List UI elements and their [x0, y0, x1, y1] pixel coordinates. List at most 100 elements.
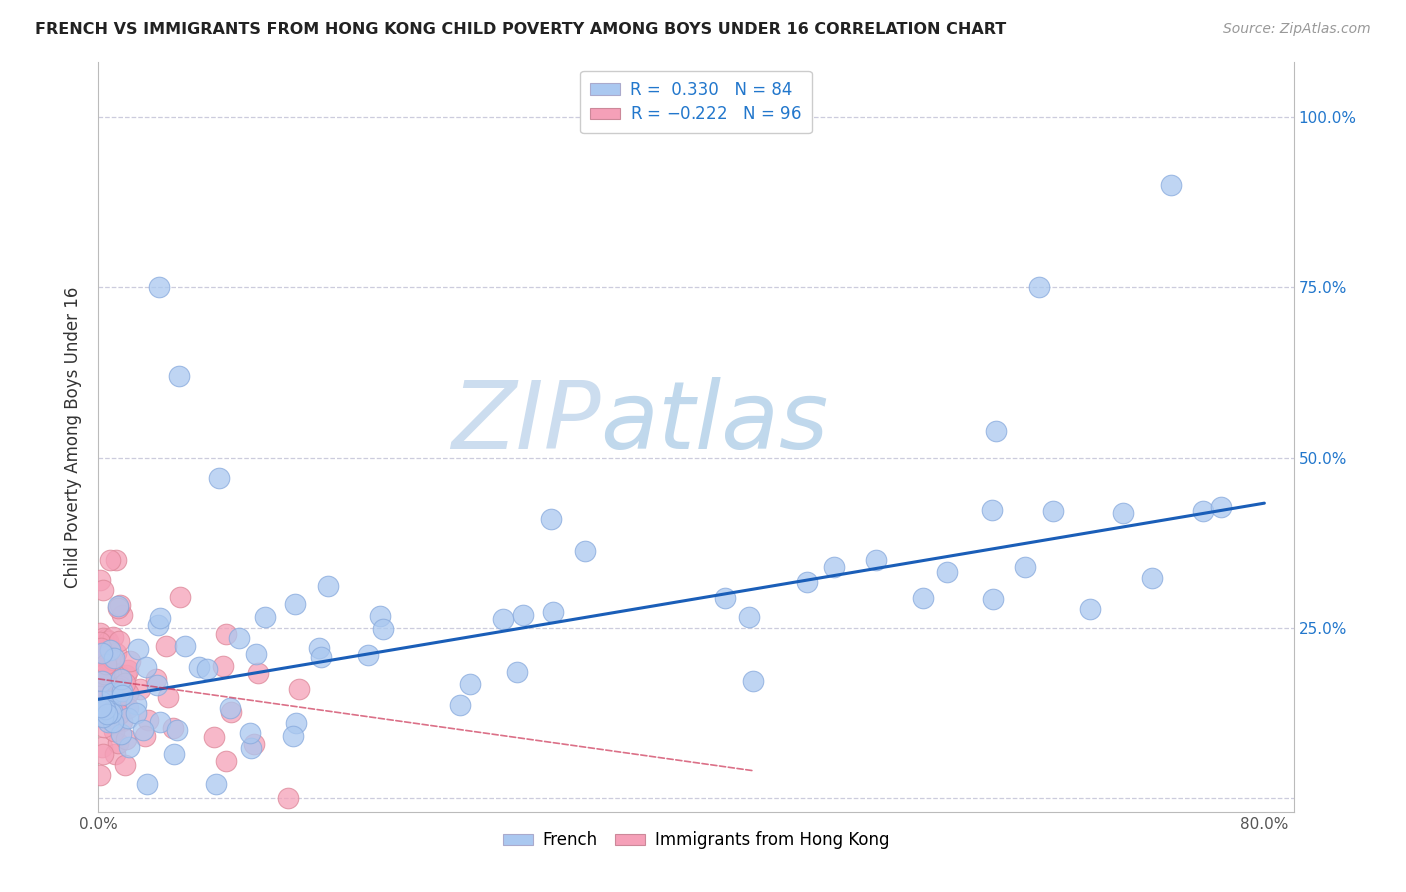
- Point: [145, 672, 167, 686]
- Point: [101, 630, 124, 644]
- Point: [277, 791, 299, 805]
- Point: [984, 424, 1007, 438]
- Point: [105, 667, 128, 681]
- Point: [155, 639, 177, 653]
- Point: [93, 697, 115, 711]
- Point: [107, 681, 129, 696]
- Point: [308, 640, 330, 655]
- Point: [1192, 503, 1215, 517]
- Point: [97, 715, 120, 730]
- Point: [125, 706, 148, 720]
- Point: [91, 665, 114, 680]
- Point: [1140, 571, 1163, 585]
- Point: [574, 543, 596, 558]
- Point: [117, 701, 139, 715]
- Point: [284, 597, 307, 611]
- Point: [111, 684, 134, 698]
- Point: [98, 705, 121, 719]
- Point: [540, 512, 562, 526]
- Point: [146, 678, 169, 692]
- Point: [212, 658, 235, 673]
- Point: [90, 710, 112, 724]
- Point: [1112, 506, 1135, 520]
- Point: [90, 658, 112, 673]
- Point: [93, 701, 115, 715]
- Point: [107, 736, 129, 750]
- Point: [104, 552, 127, 566]
- Point: [108, 598, 131, 612]
- Point: [90, 673, 112, 687]
- Point: [188, 659, 211, 673]
- Point: [912, 591, 935, 605]
- Point: [89, 709, 111, 723]
- Point: [96, 707, 118, 722]
- Point: [93, 631, 115, 645]
- Point: [94, 639, 117, 653]
- Point: [167, 368, 190, 383]
- Point: [823, 559, 845, 574]
- Point: [89, 768, 111, 782]
- Point: [737, 610, 759, 624]
- Point: [90, 693, 112, 707]
- Point: [148, 280, 170, 294]
- Point: [90, 706, 112, 721]
- Point: [89, 635, 111, 649]
- Point: [371, 622, 394, 636]
- Point: [98, 694, 121, 708]
- Point: [98, 642, 121, 657]
- Point: [97, 634, 120, 648]
- Point: [228, 632, 250, 646]
- Point: [104, 699, 127, 714]
- Point: [1160, 178, 1182, 192]
- Point: [110, 679, 132, 693]
- Point: [100, 706, 122, 720]
- Point: [357, 648, 380, 663]
- Point: [316, 579, 339, 593]
- Point: [94, 697, 117, 711]
- Point: [104, 646, 127, 660]
- Point: [114, 675, 136, 690]
- Point: [221, 705, 243, 719]
- Point: [713, 591, 735, 605]
- Point: [309, 650, 332, 665]
- Point: [89, 674, 111, 689]
- Point: [283, 729, 305, 743]
- Point: [89, 656, 111, 670]
- Point: [89, 689, 111, 703]
- Point: [368, 609, 391, 624]
- Point: [208, 471, 231, 485]
- Point: [163, 747, 186, 761]
- Point: [89, 708, 111, 723]
- Point: [129, 682, 152, 697]
- Point: [90, 647, 112, 661]
- Point: [243, 737, 266, 751]
- Legend: French, Immigrants from Hong Kong: French, Immigrants from Hong Kong: [496, 824, 896, 855]
- Point: [492, 612, 515, 626]
- Point: [107, 600, 129, 615]
- Point: [103, 724, 125, 739]
- Point: [136, 777, 159, 791]
- Point: [108, 707, 131, 722]
- Point: [1211, 500, 1233, 515]
- Point: [284, 716, 307, 731]
- Point: [101, 653, 124, 667]
- Point: [94, 670, 117, 684]
- Point: [239, 725, 262, 739]
- Point: [449, 698, 471, 713]
- Point: [101, 715, 124, 730]
- Point: [935, 565, 957, 579]
- Point: [132, 723, 155, 737]
- Text: ZIP: ZIP: [451, 376, 600, 467]
- Point: [796, 574, 818, 589]
- Point: [135, 660, 157, 674]
- Point: [100, 667, 122, 681]
- Point: [91, 710, 114, 724]
- Point: [90, 679, 112, 693]
- Point: [1042, 504, 1064, 518]
- Point: [90, 640, 112, 655]
- Text: Source: ZipAtlas.com: Source: ZipAtlas.com: [1223, 22, 1371, 37]
- Y-axis label: Child Poverty Among Boys Under 16: Child Poverty Among Boys Under 16: [65, 286, 83, 588]
- Point: [93, 720, 115, 734]
- Point: [980, 503, 1002, 517]
- Point: [204, 777, 226, 791]
